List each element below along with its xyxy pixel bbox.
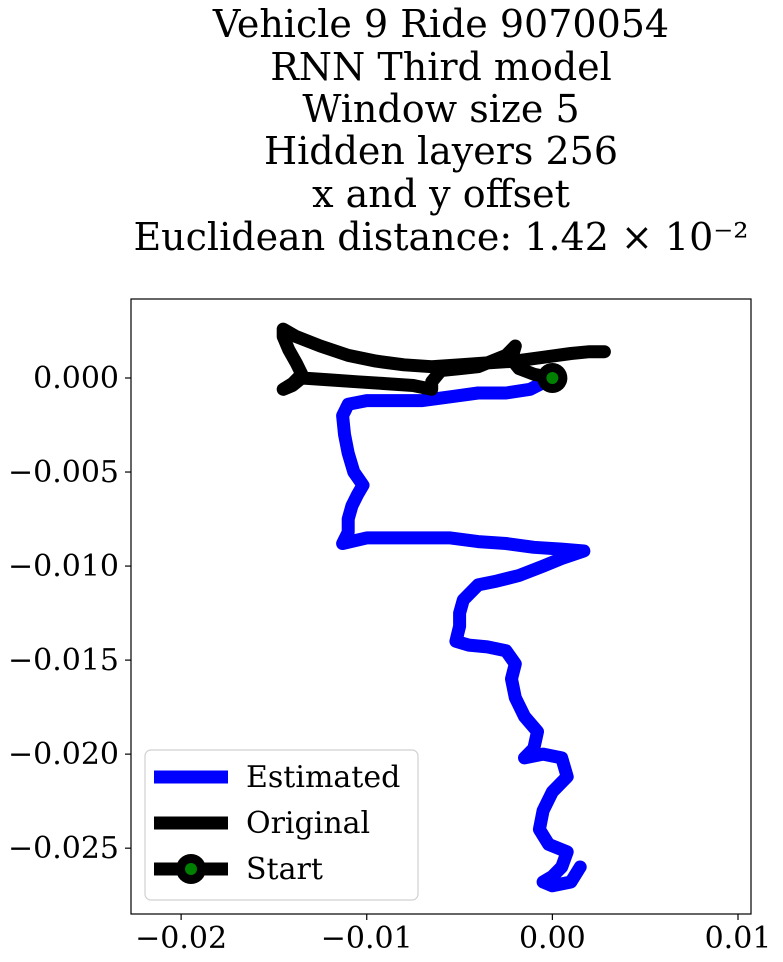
legend-entry-estimated: Estimated xyxy=(154,760,400,795)
legend-label-original: Original xyxy=(246,806,370,841)
y-tick-label: −0.015 xyxy=(8,643,119,678)
title-line-5: x and y offset xyxy=(312,172,570,216)
legend-label-start: Start xyxy=(246,852,323,887)
title-line-3: Window size 5 xyxy=(302,87,579,131)
legend-label-estimated: Estimated xyxy=(246,760,400,795)
y-tick-label: −0.020 xyxy=(8,737,119,772)
x-tick-label: −0.02 xyxy=(135,921,227,956)
plot-frame xyxy=(130,298,752,915)
legend-swatch-start-dot xyxy=(185,863,197,875)
series-line-estimated xyxy=(336,371,591,893)
title-line-6: Euclidean distance: 1.42 × 10⁻² xyxy=(133,215,748,259)
series-line-original xyxy=(276,322,611,396)
y-tick-label: −0.005 xyxy=(8,455,119,490)
x-tick-label: −0.01 xyxy=(321,921,413,956)
y-axis: 0.000 −0.005 −0.010 −0.015 −0.020 −0.025 xyxy=(8,361,131,866)
series-layer xyxy=(276,322,611,893)
chart-title: Vehicle 9 Ride 9070054 RNN Third model W… xyxy=(133,2,748,259)
legend-entry-original: Original xyxy=(154,806,370,841)
x-tick-label: 0.01 xyxy=(705,921,772,956)
y-tick-label: −0.010 xyxy=(8,549,119,584)
start-marker-dot xyxy=(546,371,559,384)
plot-area xyxy=(130,298,752,915)
title-line-4: Hidden layers 256 xyxy=(264,129,618,173)
legend-entry-start: Start xyxy=(154,852,323,887)
y-tick-label: −0.025 xyxy=(8,831,119,866)
title-line-1: Vehicle 9 Ride 9070054 xyxy=(212,2,669,46)
x-axis: −0.02 −0.01 0.00 0.01 xyxy=(135,914,771,956)
legend: Estimated Original Start xyxy=(144,749,419,901)
y-tick-label: 0.000 xyxy=(33,361,119,396)
x-tick-label: 0.00 xyxy=(519,921,586,956)
title-line-2: RNN Third model xyxy=(270,45,612,89)
